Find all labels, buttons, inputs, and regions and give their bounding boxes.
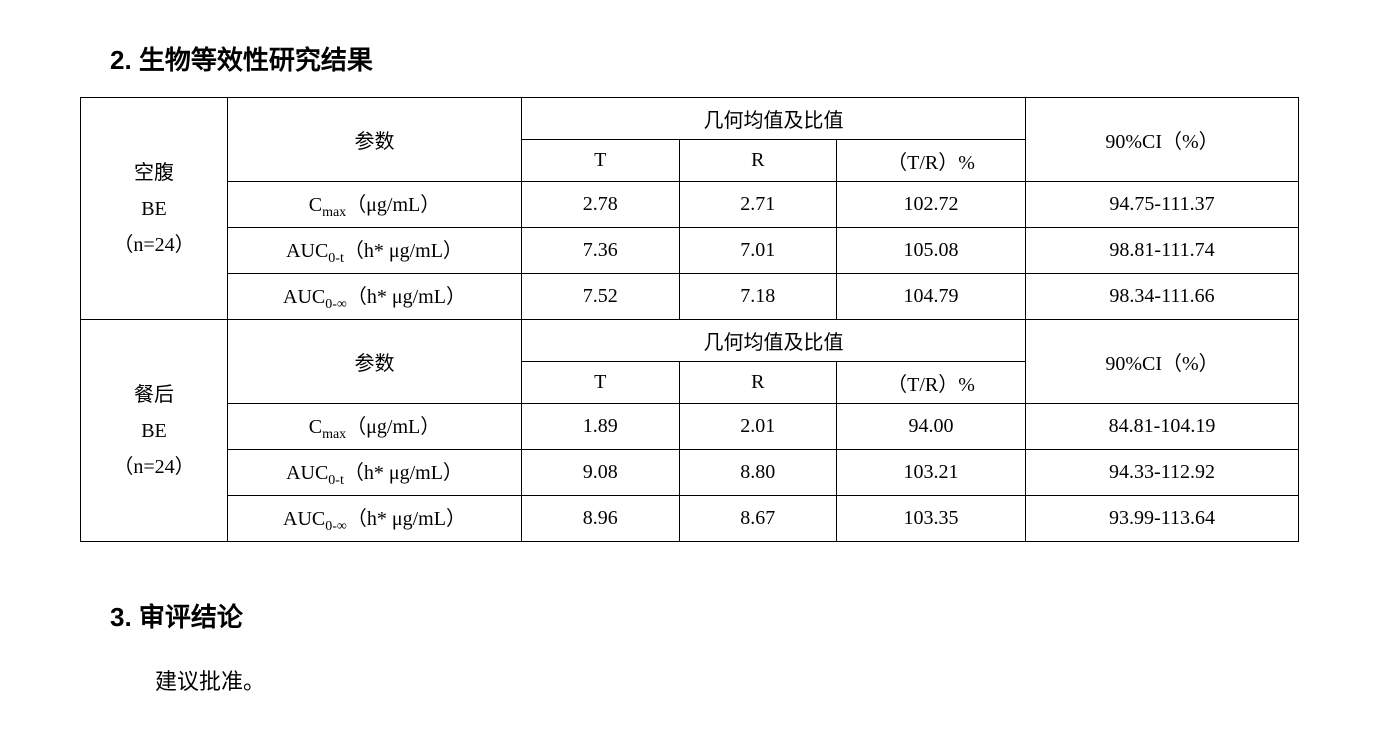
table-row: Cmax（μg/mL）1.892.0194.0084.81-104.19 [81,404,1299,450]
value-t: 9.08 [522,450,680,496]
subheader-t: T [522,140,680,182]
value-ratio: 105.08 [837,228,1026,274]
value-r: 2.01 [679,404,837,450]
header-param: 参数 [228,320,522,404]
value-ratio: 94.00 [837,404,1026,450]
value-t: 2.78 [522,182,680,228]
param-cell: Cmax（μg/mL） [228,182,522,228]
section-2-heading: 2. 生物等效性研究结果 [110,40,1299,77]
value-r: 2.71 [679,182,837,228]
value-r: 8.67 [679,496,837,542]
header-ci: 90%CI（%） [1026,320,1299,404]
value-ratio: 103.35 [837,496,1026,542]
value-ci: 94.75-111.37 [1026,182,1299,228]
section-3-heading: 3. 审评结论 [110,597,1299,634]
param-cell: AUC0-t（h* μg/mL） [228,228,522,274]
header-ci: 90%CI（%） [1026,98,1299,182]
value-r: 7.18 [679,274,837,320]
value-t: 7.36 [522,228,680,274]
value-ratio: 102.72 [837,182,1026,228]
subheader-ratio: （T/R）% [837,362,1026,404]
table-row: Cmax（μg/mL）2.782.71102.7294.75-111.37 [81,182,1299,228]
param-cell: AUC0-t（h* μg/mL） [228,450,522,496]
subheader-r: R [679,362,837,404]
value-ratio: 104.79 [837,274,1026,320]
conclusion-text: 建议批准。 [155,664,1299,696]
value-ci: 98.34-111.66 [1026,274,1299,320]
table-row: AUC0-t（h* μg/mL）9.088.80103.2194.33-112.… [81,450,1299,496]
param-cell: AUC0-∞（h* μg/mL） [228,274,522,320]
value-r: 7.01 [679,228,837,274]
value-t: 1.89 [522,404,680,450]
value-ci: 84.81-104.19 [1026,404,1299,450]
table-row: AUC0-t（h* μg/mL）7.367.01105.0898.81-111.… [81,228,1299,274]
bioequivalence-table: 空腹BE（n=24）参数几何均值及比值90%CI（%）TR（T/R）%Cmax（… [80,97,1299,542]
param-cell: AUC0-∞（h* μg/mL） [228,496,522,542]
value-t: 8.96 [522,496,680,542]
value-ratio: 103.21 [837,450,1026,496]
value-r: 8.80 [679,450,837,496]
header-geomean: 几何均值及比值 [522,320,1026,362]
subheader-r: R [679,140,837,182]
value-ci: 98.81-111.74 [1026,228,1299,274]
param-cell: Cmax（μg/mL） [228,404,522,450]
header-geomean: 几何均值及比值 [522,98,1026,140]
subheader-ratio: （T/R）% [837,140,1026,182]
subheader-t: T [522,362,680,404]
group-label: 餐后BE（n=24） [81,320,228,542]
table-row: AUC0-∞（h* μg/mL）7.527.18104.7998.34-111.… [81,274,1299,320]
group-label: 空腹BE（n=24） [81,98,228,320]
table-row: AUC0-∞（h* μg/mL）8.968.67103.3593.99-113.… [81,496,1299,542]
value-ci: 94.33-112.92 [1026,450,1299,496]
value-ci: 93.99-113.64 [1026,496,1299,542]
value-t: 7.52 [522,274,680,320]
header-param: 参数 [228,98,522,182]
